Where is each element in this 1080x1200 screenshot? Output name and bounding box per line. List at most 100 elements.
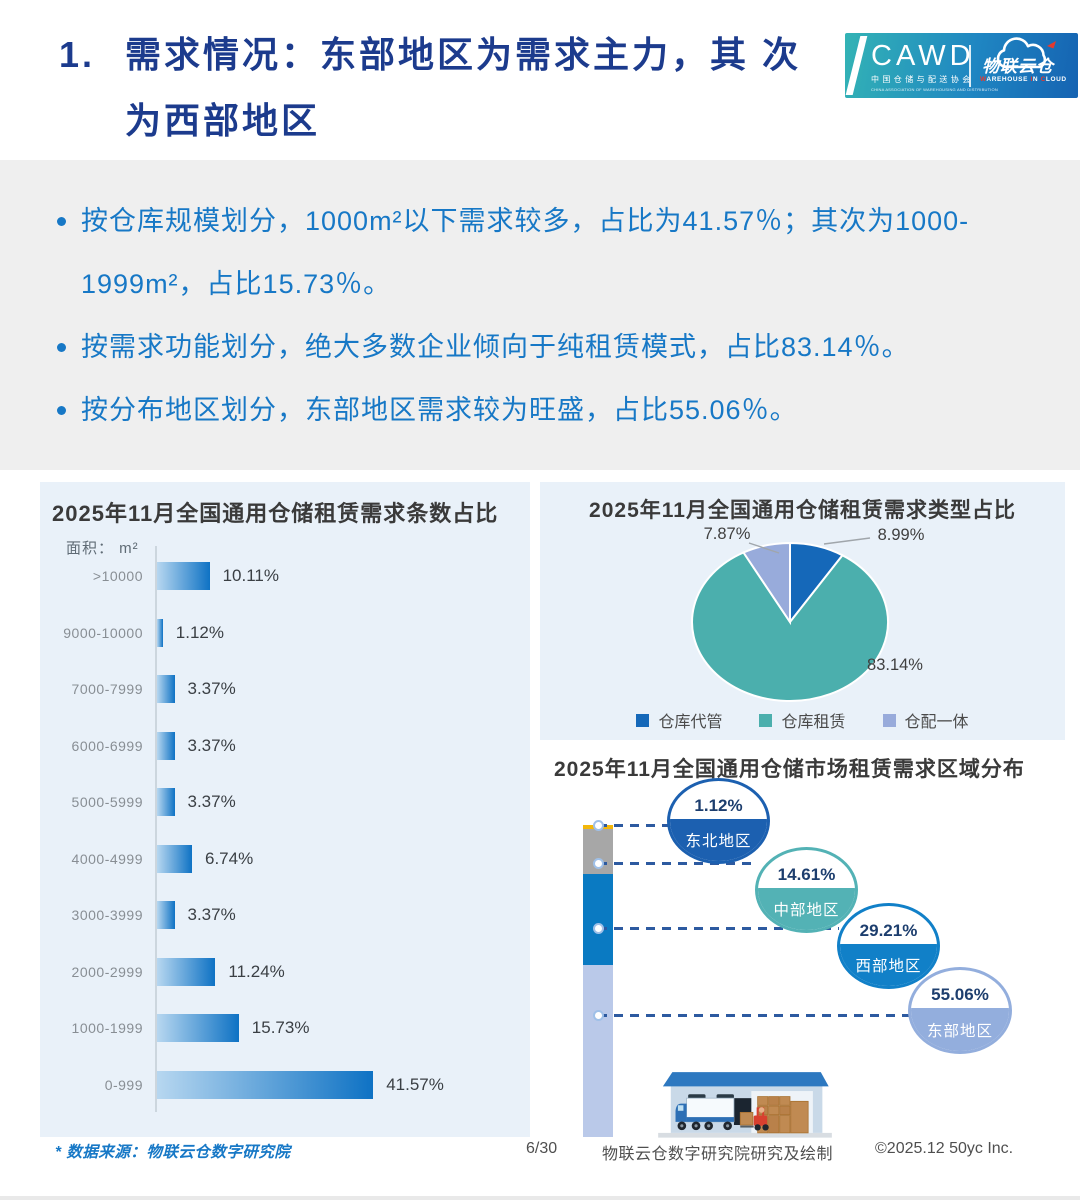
pie-value-label: 83.14% [867, 656, 923, 674]
pie-legend: 仓库代管 仓库租赁 仓配一体 [540, 708, 1065, 732]
bar [157, 957, 216, 986]
legend-swatch-icon [636, 713, 650, 727]
bar-chart-panel: 2025年11月全国通用仓储租赁需求条数占比 面积： m² >10000 10.1… [40, 482, 530, 1137]
copyright-text: ©2025.12 50yc Inc. [875, 1140, 1014, 1157]
bar-value-label: 3.37% [187, 905, 236, 925]
bar-track: 3.37% [157, 788, 530, 817]
red-arrow-icon [1047, 41, 1056, 49]
region-circle-西部地区: 29.21% 西部地区 [837, 903, 940, 989]
bar [157, 1014, 239, 1043]
bar-row: 5000-5999 3.37% [40, 774, 530, 831]
callout-dashed-line [598, 926, 839, 930]
bar-track: 41.57% [157, 1070, 530, 1099]
summary-bullet: 按仓库规模划分，1000m²以下需求较多，占比为41.57％；其次为1000-1… [55, 190, 1020, 316]
cawd-english-name: CHINA ASSOCIATION OF WAREHOUSING AND DIS… [871, 87, 998, 92]
summary-bullet: 按分布地区划分，东部地区需求较为旺盛，占比55.06％。 [55, 379, 1020, 442]
title-line-2: 次为西部地区 [125, 34, 802, 141]
legend-swatch-icon [759, 713, 773, 727]
bullet-text: 按需求功能划分，绝大多数企业倾向于纯租赁模式，占比83.14％。 [81, 332, 910, 362]
bar-row: 7000-7999 3.37% [40, 661, 530, 718]
legend-swatch-icon [882, 713, 896, 727]
legend-label: 仓库代管 [658, 714, 723, 731]
stacked-segment-西部地区 [583, 874, 613, 966]
bar-row: 3000-3999 3.37% [40, 887, 530, 944]
bar-track: 3.37% [157, 675, 530, 704]
region-chart: 1.12% 东北地区 14.61% 中部地区 29.21% 西部地区 55.06% 东部地区 [540, 748, 1065, 1140]
pie-chart-panel: 2025年11月全国通用仓储租赁需求类型占比 7.87% 8.99% 83.14% … [540, 482, 1065, 740]
region-circle-fill [670, 818, 767, 861]
pie-chart-title: 2025年11月全国通用仓储租赁需求类型占比 [589, 499, 1016, 522]
brand-chinese: 物联云仓 [982, 57, 1054, 76]
brand-english: WAREHOUSE IN CLOUD [980, 76, 1067, 83]
bar-value-label: 3.37% [187, 679, 236, 699]
legend-label: 仓配一体 [904, 714, 969, 731]
bar-row: 9000-10000 1.12% [40, 605, 530, 662]
cloud-icon [996, 37, 1056, 69]
bar-chart-axis-unit: 面积： m² [66, 540, 139, 557]
pie-value-label: 7.87% [704, 525, 751, 543]
region-circle-中部地区: 14.61% 中部地区 [755, 847, 858, 933]
region-stacked-bar [583, 825, 613, 1137]
region-chart-section: 2025年11月全国通用仓储市场租赁需求区域分布 [540, 748, 1065, 1140]
title-text: 需求情况：东部地区为需求主力，其 次为西部地区 [125, 22, 805, 154]
page-title: 1. 需求情况：东部地区为需求主力，其 次为西部地区 [59, 22, 805, 154]
region-value-label: 14.61% [777, 864, 836, 884]
stacked-segment-东部地区 [583, 965, 613, 1137]
bar [157, 618, 163, 647]
pie-slice-仓配一体 [742, 541, 791, 626]
bar-category-label: 2000-2999 [71, 963, 143, 980]
region-circle-东部地区: 55.06% 东部地区 [908, 967, 1012, 1054]
bar-chart-axis-line [155, 546, 157, 1112]
logo-divider [969, 45, 971, 87]
bar-track: 11.24% [157, 957, 530, 986]
warehouse-in-cloud-logo: 物联云仓 WAREHOUSE IN CLOUD [976, 36, 1076, 96]
bar-track: 6.74% [157, 844, 530, 873]
bar-value-label: 10.11% [222, 566, 279, 586]
cawd-chinese-name: 中国仓储与配送协会 [871, 75, 974, 84]
bar-row: >10000 10.11% [40, 548, 530, 605]
warehouse-illustration [658, 1072, 832, 1138]
pie-value-label: 8.99% [878, 526, 925, 544]
region-circle-fill [911, 1008, 1009, 1051]
title-line-1: 需求情况：东部地区为需求主力，其 [125, 34, 750, 75]
region-name-label: 东北地区 [685, 832, 752, 850]
bar-row: 4000-4999 6.74% [40, 831, 530, 888]
bar-category-label: 7000-7999 [71, 681, 143, 698]
bar-marker-dot [592, 922, 604, 934]
bar-track: 10.11% [157, 562, 530, 591]
bar-track: 1.12% [157, 618, 530, 647]
callout-dashed-line [598, 861, 757, 865]
region-value-label: 29.21% [859, 920, 918, 940]
bar-category-label: 5000-5999 [71, 794, 143, 811]
credit-text: 物联云仓数字研究院研究及绘制 [602, 1146, 834, 1163]
bullet-text: 按仓库规模划分，1000m²以下需求较多，占比为41.57％；其次为1000-1… [81, 206, 970, 299]
bar [157, 731, 175, 760]
bar [157, 1070, 374, 1099]
region-circle-fill [840, 943, 937, 986]
region-value-label: 1.12% [694, 795, 743, 815]
region-value-label: 55.06% [931, 985, 989, 1005]
leader-line [748, 542, 780, 554]
bullet-dot-icon [57, 343, 66, 352]
summary-band: 按仓库规模划分，1000m²以下需求较多，占比为41.57％；其次为1000-1… [0, 160, 1080, 470]
legend-item: 仓配一体 [882, 708, 969, 732]
cawd-block: CAWD 中国仓储与配送协会 CHINA ASSOCIATION OF WARE… [871, 40, 998, 92]
region-name-label: 西部地区 [855, 957, 922, 975]
legend-item: 仓库租赁 [759, 708, 846, 732]
data-source-note: * 数据来源：物联云仓数字研究院 [55, 1144, 291, 1161]
summary-bullets: 按仓库规模划分，1000m²以下需求较多，占比为41.57％；其次为1000-1… [55, 190, 1020, 442]
summary-bullet: 按需求功能划分，绝大多数企业倾向于纯租赁模式，占比83.14％。 [55, 316, 1020, 379]
bar-value-label: 11.24% [228, 961, 285, 981]
bar [157, 844, 192, 873]
bar-category-label: 0-999 [104, 1076, 143, 1093]
title-number: 1. [59, 34, 96, 75]
bar-category-label: 9000-10000 [63, 624, 143, 641]
region-circle-fill [758, 887, 855, 930]
bullet-dot-icon [57, 217, 66, 226]
bullet-text: 按分布地区划分，东部地区需求较为旺盛，占比55.06％。 [81, 395, 798, 425]
bar-row: 0-999 41.57% [40, 1057, 530, 1114]
pie-chart: 7.87% 8.99% 83.14% [691, 525, 925, 703]
bar-category-label: 4000-4999 [71, 850, 143, 867]
bar-value-label: 1.12% [175, 622, 224, 642]
